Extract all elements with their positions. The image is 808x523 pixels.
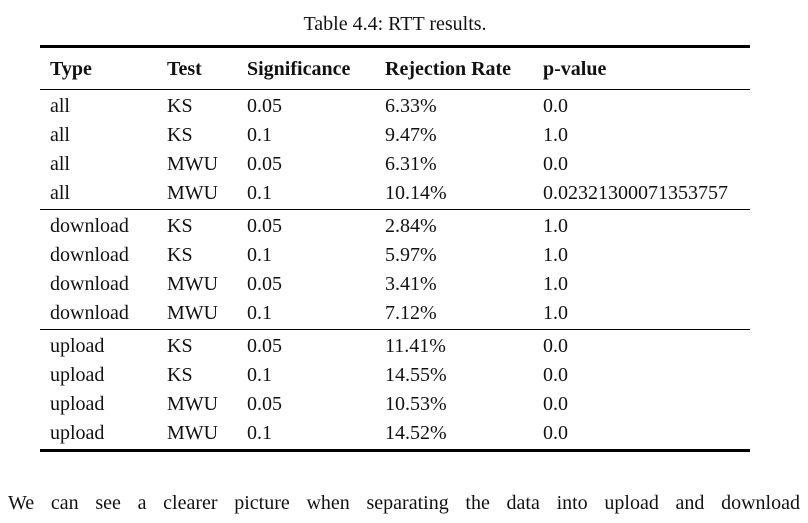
cell-type: download xyxy=(50,244,129,266)
cell-test: MWU xyxy=(167,273,219,295)
cell-type: all xyxy=(50,153,70,175)
cell-test: KS xyxy=(167,244,193,266)
cell-type: all xyxy=(50,124,70,146)
cell-significance: 0.05 xyxy=(247,215,282,237)
cell-type: upload xyxy=(50,422,105,444)
table-row: all KS 0.05 6.33% 0.0 xyxy=(40,90,750,121)
cell-rejection-rate: 2.84% xyxy=(385,215,437,237)
cell-significance: 0.1 xyxy=(247,422,272,444)
cell-type: download xyxy=(50,302,129,324)
group-upload: upload KS 0.05 11.41% 0.0 upload KS 0.1 … xyxy=(40,329,750,451)
group-all: all KS 0.05 6.33% 0.0 all KS 0.1 9.47% 1… xyxy=(40,90,750,210)
cell-test: MWU xyxy=(167,153,219,175)
cell-p-value: 0.0 xyxy=(543,393,568,415)
cell-significance: 0.05 xyxy=(247,153,282,175)
table-row: download KS 0.05 2.84% 1.0 xyxy=(40,210,750,241)
cell-significance: 0.1 xyxy=(247,244,272,266)
cell-p-value: 0.0 xyxy=(543,364,568,386)
cell-p-value: 1.0 xyxy=(543,244,568,266)
cell-test: MWU xyxy=(167,302,219,324)
cell-rejection-rate: 6.31% xyxy=(385,153,437,175)
cell-rejection-rate: 10.53% xyxy=(385,393,447,415)
cell-type: download xyxy=(50,273,129,295)
table-row: upload KS 0.05 11.41% 0.0 xyxy=(40,330,750,361)
cell-rejection-rate: 5.97% xyxy=(385,244,437,266)
cell-rejection-rate: 3.41% xyxy=(385,273,437,295)
table-row: all MWU 0.05 6.31% 0.0 xyxy=(40,150,750,179)
cell-test: MWU xyxy=(167,182,219,204)
table-caption: Table 4.4: RTT results. xyxy=(303,13,487,35)
paper-page: Table 4.4: RTT results. Type Test Signif… xyxy=(0,12,808,523)
cell-p-value: 1.0 xyxy=(543,124,568,146)
cell-p-value: 0.02321300071353757 xyxy=(543,182,728,204)
table-row: download KS 0.1 5.97% 1.0 xyxy=(40,241,750,270)
table-header: Type Test Significance Rejection Rate p-… xyxy=(40,46,750,90)
cell-test: MWU xyxy=(167,422,219,444)
table-row: upload MWU 0.05 10.53% 0.0 xyxy=(40,390,750,419)
cell-type: all xyxy=(50,182,70,204)
cell-rejection-rate: 14.52% xyxy=(385,422,447,444)
table-row: download MWU 0.1 7.12% 1.0 xyxy=(40,299,750,330)
cell-p-value: 0.0 xyxy=(543,153,568,175)
cell-rejection-rate: 11.41% xyxy=(385,335,446,357)
cell-p-value: 0.0 xyxy=(543,335,568,357)
cell-test: KS xyxy=(167,215,193,237)
cell-significance: 0.1 xyxy=(247,182,272,204)
column-header-significance: Significance xyxy=(237,46,375,90)
cell-test: KS xyxy=(167,335,193,357)
cell-p-value: 1.0 xyxy=(543,273,568,295)
cell-p-value: 0.0 xyxy=(543,95,568,117)
table-row: download MWU 0.05 3.41% 1.0 xyxy=(40,270,750,299)
rtt-results-table: Type Test Significance Rejection Rate p-… xyxy=(40,45,750,452)
cell-rejection-rate: 10.14% xyxy=(385,182,447,204)
group-download: download KS 0.05 2.84% 1.0 download KS 0… xyxy=(40,209,750,330)
cell-type: all xyxy=(50,95,70,117)
cell-test: MWU xyxy=(167,393,219,415)
cell-significance: 0.05 xyxy=(247,335,282,357)
body-paragraph: We can see a clearer picture when separa… xyxy=(8,492,800,514)
cell-p-value: 0.0 xyxy=(543,422,568,444)
cell-significance: 0.05 xyxy=(247,393,282,415)
cell-p-value: 1.0 xyxy=(543,215,568,237)
cell-type: upload xyxy=(50,393,105,415)
column-header-p-value: p-value xyxy=(533,46,750,90)
cell-significance: 0.1 xyxy=(247,302,272,324)
table-row: upload MWU 0.1 14.52% 0.0 xyxy=(40,419,750,451)
header-row: Type Test Significance Rejection Rate p-… xyxy=(40,46,750,90)
cell-test: KS xyxy=(167,124,193,146)
column-header-type: Type xyxy=(40,46,157,90)
cell-rejection-rate: 6.33% xyxy=(385,95,437,117)
cell-p-value: 1.0 xyxy=(543,302,568,324)
cell-type: upload xyxy=(50,335,105,357)
table-row: all KS 0.1 9.47% 1.0 xyxy=(40,121,750,150)
cell-rejection-rate: 7.12% xyxy=(385,302,437,324)
table-row: upload KS 0.1 14.55% 0.0 xyxy=(40,361,750,390)
cell-test: KS xyxy=(167,364,193,386)
cell-rejection-rate: 14.55% xyxy=(385,364,447,386)
cell-rejection-rate: 9.47% xyxy=(385,124,437,146)
table-row: all MWU 0.1 10.14% 0.02321300071353757 xyxy=(40,179,750,210)
cell-type: download xyxy=(50,215,129,237)
cell-significance: 0.05 xyxy=(247,95,282,117)
cell-test: KS xyxy=(167,95,193,117)
cell-significance: 0.1 xyxy=(247,124,272,146)
cell-type: upload xyxy=(50,364,105,386)
column-header-test: Test xyxy=(157,46,237,90)
column-header-rejection-rate: Rejection Rate xyxy=(375,46,533,90)
cell-significance: 0.1 xyxy=(247,364,272,386)
cell-significance: 0.05 xyxy=(247,273,282,295)
